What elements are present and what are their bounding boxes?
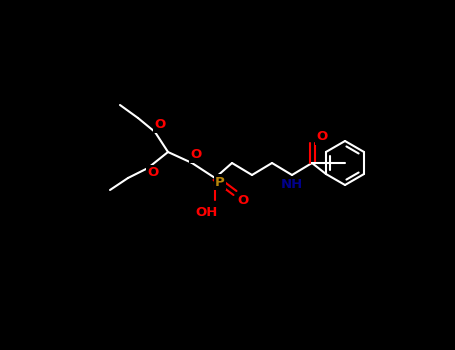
Text: O: O xyxy=(190,148,202,161)
Text: P: P xyxy=(215,175,225,189)
Text: O: O xyxy=(147,167,159,180)
Text: OH: OH xyxy=(196,206,218,219)
Text: O: O xyxy=(238,194,248,206)
Text: NH: NH xyxy=(281,178,303,191)
Text: O: O xyxy=(316,131,328,144)
Text: O: O xyxy=(154,119,166,132)
